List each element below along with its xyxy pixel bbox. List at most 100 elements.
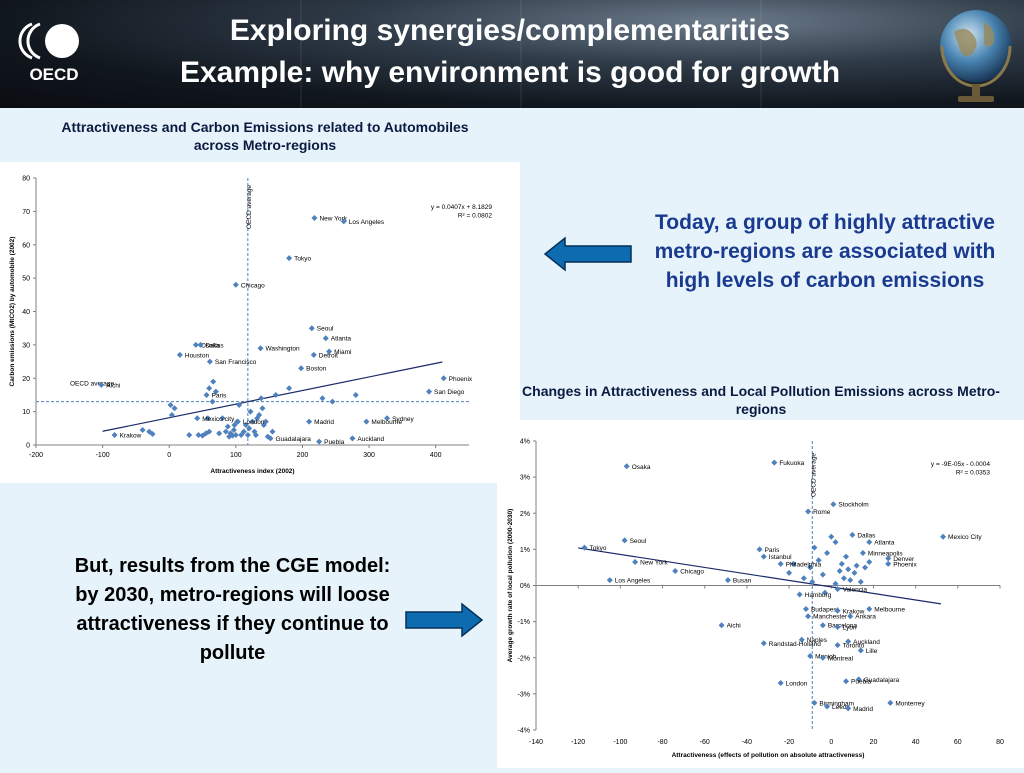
point-label-budapest: Budapest <box>811 606 839 613</box>
data-point <box>167 401 174 408</box>
x-tick-label: -80 <box>657 739 667 746</box>
data-point <box>840 575 847 582</box>
data-point <box>240 428 247 435</box>
data-point-labeled <box>176 351 183 358</box>
point-label-los-angeles: Los Angeles <box>615 578 651 585</box>
data-point <box>251 428 258 435</box>
chart2-box: -140 -120 -100 -80 -60 -40 -20 0 20 40 60 80 -4% -3% -… <box>497 420 1024 768</box>
data-point-labeled <box>940 533 947 540</box>
x-tick-label: 400 <box>430 452 442 459</box>
y-tick-label: -3% <box>518 691 530 698</box>
data-point <box>807 564 814 571</box>
data-point <box>862 564 869 571</box>
data-point <box>319 395 326 402</box>
data-point <box>828 533 835 540</box>
point-label-rome: Rome <box>813 509 831 516</box>
data-point-labeled <box>847 613 854 620</box>
data-point <box>259 405 266 412</box>
y-axis-label: Average growth rate of local pollution (… <box>507 509 514 663</box>
point-label-atlanta: Atlanta <box>874 540 895 547</box>
point-label-naples: Naples <box>807 637 828 644</box>
globe-icon <box>940 10 1012 102</box>
data-point <box>246 425 253 432</box>
title-banner: OECD Exploring synergies/complementariti… <box>0 0 1024 108</box>
data-point-labeled <box>203 391 210 398</box>
data-point-labeled <box>340 218 347 225</box>
data-point-labeled <box>326 348 333 355</box>
y-tick-label: -1% <box>518 619 530 626</box>
y-tick-label: 0 <box>26 443 30 450</box>
point-label-krakow: Krakow <box>843 608 865 615</box>
point-label-chicago: Chicago <box>680 569 704 576</box>
data-point <box>247 408 254 415</box>
point-label-toronto: Toronto <box>843 643 865 650</box>
x-tick-label: -200 <box>29 452 43 459</box>
data-point-labeled <box>843 678 850 685</box>
right-arrow-icon <box>405 602 484 638</box>
chart2-caption: Changes in Attractiveness and Local Poll… <box>522 383 1000 417</box>
data-point-labeled <box>866 539 873 546</box>
point-label-miami: Miami <box>334 349 351 356</box>
oecd-average-label-vertical: OECD average <box>246 185 253 229</box>
data-point <box>847 577 854 584</box>
data-point-labeled <box>440 375 447 382</box>
point-label-london: London <box>243 419 265 426</box>
point-label-new-york: New York <box>640 560 668 567</box>
data-point-labeled <box>845 638 852 645</box>
data-point-labeled <box>232 281 239 288</box>
data-point-labeled <box>777 560 784 567</box>
data-point-labeled <box>885 560 892 567</box>
data-point <box>843 553 850 560</box>
trend-line <box>102 361 443 432</box>
point-label-montreal: Montreal <box>828 655 854 662</box>
data-point-labeled <box>777 680 784 687</box>
data-point-labeled <box>194 415 201 422</box>
data-point <box>815 557 822 564</box>
data-point <box>286 385 293 392</box>
point-label-minneapolis: Minneapolis <box>868 550 903 557</box>
data-point-labeled <box>849 531 856 538</box>
data-point <box>819 571 826 578</box>
data-point-labeled <box>866 605 873 612</box>
point-label-melbourne: Melbourne <box>874 606 905 613</box>
data-point <box>149 430 156 437</box>
point-label-tokyo: Tokyo <box>590 545 607 552</box>
data-point <box>222 428 229 435</box>
data-point <box>786 569 793 576</box>
x-tick-label: 300 <box>363 452 375 459</box>
slide-title-line2: Example: why environment is good for gro… <box>179 56 841 89</box>
data-point-labeled <box>308 325 315 332</box>
data-point <box>212 388 219 395</box>
x-tick-label: 40 <box>912 739 920 746</box>
point-label-madrid: Madrid <box>853 706 873 713</box>
logo-text: OECD <box>29 65 78 84</box>
data-point <box>204 415 211 422</box>
point-label-tokyo: Tokyo <box>294 256 311 263</box>
data-point <box>254 415 261 422</box>
point-label-valencia: Valencia <box>843 587 868 594</box>
data-point <box>836 568 843 575</box>
data-point-labeled <box>286 255 293 262</box>
point-label-aichi: Aichi <box>727 623 741 630</box>
point-label-busan: Busan <box>733 578 752 585</box>
point-label-dallas: Dallas <box>206 342 225 349</box>
data-point <box>238 431 245 438</box>
data-point <box>209 398 216 405</box>
y-tick-label: 60 <box>22 242 30 249</box>
point-label-paris: Paris <box>765 547 781 554</box>
data-point <box>242 421 249 428</box>
x-tick-label: -40 <box>742 739 752 746</box>
data-point-labeled <box>805 613 812 620</box>
point-label-madrid: Madrid <box>314 419 334 426</box>
point-label-los-angeles: Los Angeles <box>349 219 385 226</box>
data-point-labeled <box>298 365 305 372</box>
trend-line <box>578 547 942 605</box>
data-point-labeled <box>807 652 814 659</box>
point-label-mexico-city: Mexico city <box>202 416 235 423</box>
oecd-average-label-horizontal: OECD average <box>70 381 114 388</box>
point-label-birmingham: Birmingham <box>819 700 854 707</box>
y-tick-label: 70 <box>22 209 30 216</box>
data-point-labeled <box>426 388 433 395</box>
point-label-auckland: Auckland <box>357 436 384 443</box>
x-tick-label: 0 <box>167 452 171 459</box>
